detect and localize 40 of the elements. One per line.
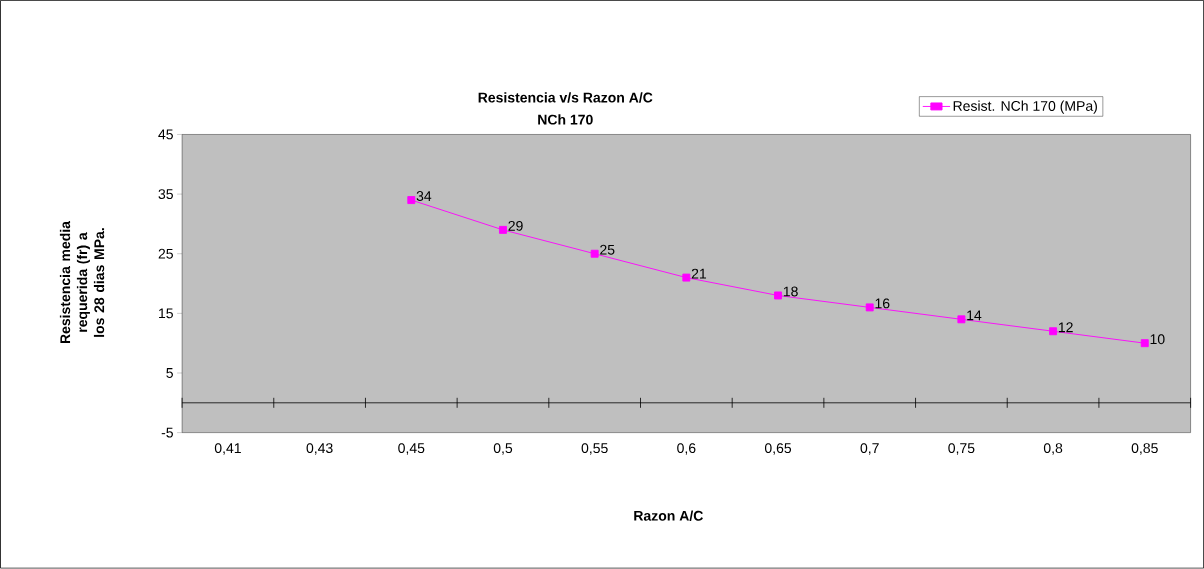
y-tick-label: 25 [158,248,173,259]
x-tick-label: 0,85 [1131,443,1158,455]
point [957,315,966,324]
point [407,196,416,205]
x-tick-label: 0,7 [860,443,879,455]
data-label: 10 [1150,334,1165,345]
point [682,273,691,282]
x-tick-label: 0,75 [948,443,975,455]
point [1140,339,1149,348]
chart-title: Resistencia v/s Razon A/C [478,92,653,103]
data-label: 25 [600,244,615,255]
x-tick-label: 0,5 [493,443,513,455]
y-tick-label: 15 [159,308,173,319]
y-tick-label: 5 [166,368,173,379]
x-tick-label: 0,6 [677,443,696,455]
point [1049,327,1058,336]
y-axis-title: Resistencia media requerida (fr) a los 28 dias MPa. [59,221,105,344]
x-tick-label: 0,45 [398,443,425,455]
data-label: 12 [1058,322,1073,333]
y-tick-label: 35 [158,189,173,200]
point [865,303,874,312]
x-tick-label: 0,41 [214,443,241,455]
data-label: 21 [691,268,707,279]
x-axis-title: Razon A/C [634,510,703,522]
data-label: 29 [508,221,523,231]
point [774,291,782,300]
x-tick-label: 0,8 [1043,443,1063,455]
x-tick-label: 0,65 [764,443,792,455]
data-label: 14 [967,310,982,321]
x-tick-label: 0,55 [581,443,608,455]
point [499,226,507,234]
data-label: 34 [416,191,432,202]
chart-subtitle: NCh 170 [538,114,593,125]
y-tick-label: -5 [161,427,173,438]
data-label: 18 [783,286,798,297]
legend-label: Resist. NCh 170 (MPa) [953,100,1097,114]
x-tick-label: 0,43 [306,443,333,455]
y-tick-label: 45 [158,129,173,140]
data-label: 16 [875,298,890,309]
point [590,249,599,258]
